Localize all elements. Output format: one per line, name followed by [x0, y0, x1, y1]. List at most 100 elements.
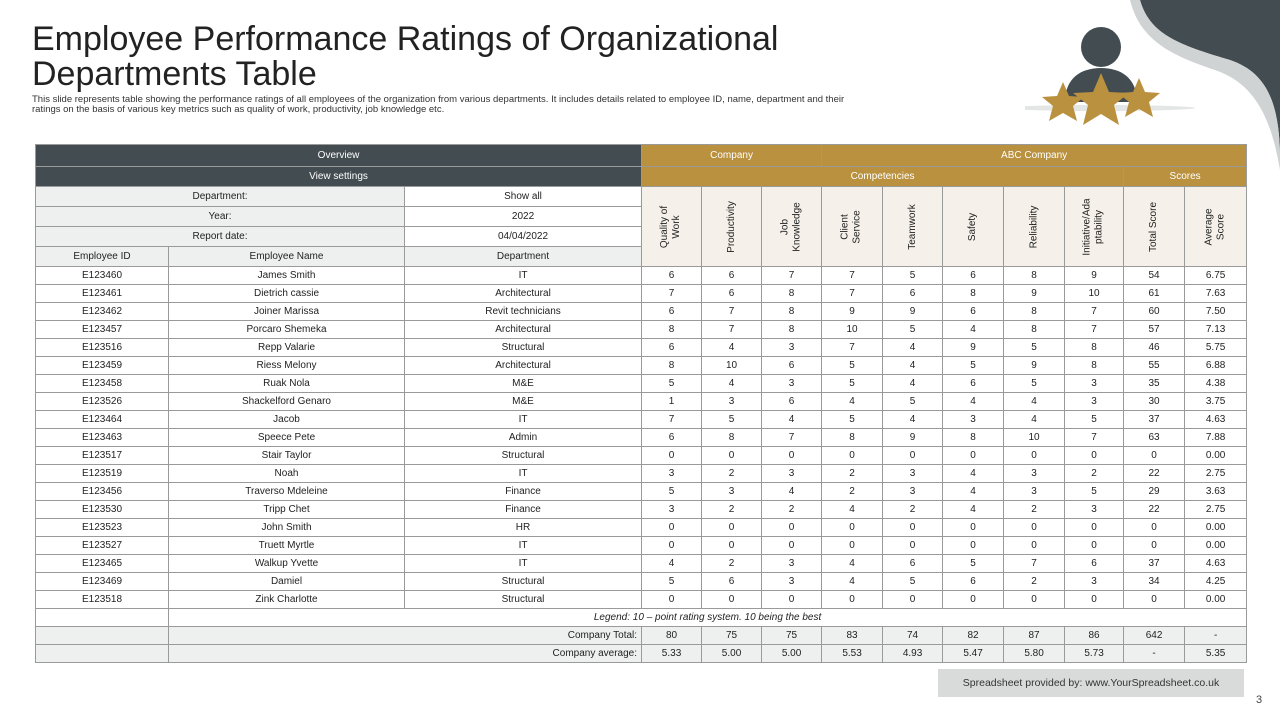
- table-cell: 6: [641, 428, 703, 447]
- footer-credit: Spreadsheet provided by: www.YourSpreads…: [938, 669, 1244, 697]
- table-cell: 4: [761, 482, 823, 501]
- table-cell: 4: [882, 374, 944, 393]
- table-cell: John Smith: [168, 518, 405, 537]
- table-cell: 8: [1003, 266, 1066, 285]
- table-cell: E123458: [35, 374, 169, 393]
- table-cell: 0: [942, 446, 1005, 465]
- table-cell: IT: [403, 410, 643, 429]
- metric-header-label: Job Knowledge: [779, 201, 803, 252]
- company-total-row-value: 642: [1123, 626, 1186, 645]
- table-cell: 4: [882, 356, 944, 375]
- table-cell: Architectural: [403, 284, 643, 303]
- table-cell: 61: [1123, 284, 1186, 303]
- table-cell: 54: [1123, 266, 1186, 285]
- table-cell: 5: [1064, 410, 1125, 429]
- table-cell: 7: [641, 410, 703, 429]
- table-cell: E123530: [35, 500, 169, 519]
- company-total-row-value: 83: [821, 626, 884, 645]
- table-cell: 2: [821, 464, 884, 483]
- table-cell: 60: [1123, 302, 1186, 321]
- table-cell: 7: [821, 266, 884, 285]
- table-cell: 6: [641, 266, 703, 285]
- metric-header: Quality of Work: [641, 186, 703, 267]
- table-cell: 8: [641, 320, 703, 339]
- metric-header: Client Service: [821, 186, 884, 267]
- year-filter-value[interactable]: 2022: [403, 206, 643, 227]
- table-cell: Ruak Nola: [168, 374, 405, 393]
- table-cell: E123518: [35, 590, 169, 609]
- table-row: E123462 Joiner Marissa Revit technicians 6 7…: [35, 302, 1248, 321]
- table-cell: 9: [821, 302, 884, 321]
- table-cell: E123526: [35, 392, 169, 411]
- table-cell: 0: [701, 518, 763, 537]
- metric-header-label: Teamwork: [906, 203, 918, 250]
- table-cell: 0: [641, 446, 703, 465]
- table-cell: 7: [1064, 428, 1125, 447]
- table-cell: 4.63: [1184, 410, 1248, 429]
- metric-header: Reliability: [1003, 186, 1066, 267]
- company-average-row-value: 5.80: [1003, 644, 1066, 663]
- table-cell: 7: [761, 266, 823, 285]
- table-cell: Speece Pete: [168, 428, 405, 447]
- table-cell: 2.75: [1184, 464, 1248, 483]
- table-row: E123516 Repp Valarie Structural 6 4 3 7 4 9 5 8 46 5…: [35, 338, 1248, 357]
- table-cell: 0: [942, 518, 1005, 537]
- table-cell: 2: [1064, 464, 1125, 483]
- table-cell: Dietrich cassie: [168, 284, 405, 303]
- table-cell: 2: [882, 500, 944, 519]
- department-filter-value[interactable]: Show all: [403, 186, 643, 207]
- company-total-row-value: -: [1184, 626, 1248, 645]
- table-cell: 6: [701, 266, 763, 285]
- table-row: E123527 Truett Myrtle IT 0 0 0 0 0 0 0 0 0 0.00: [35, 536, 1248, 555]
- table-cell: 10: [701, 356, 763, 375]
- table-cell: 5: [641, 572, 703, 591]
- table-cell: Admin: [403, 428, 643, 447]
- company-average-row-value: 5.00: [761, 644, 823, 663]
- table-cell: 5: [641, 374, 703, 393]
- table-cell: 5: [1003, 374, 1066, 393]
- table-cell: 0: [942, 536, 1005, 555]
- table-cell: E123469: [35, 572, 169, 591]
- table-cell: Shackelford Genaro: [168, 392, 405, 411]
- table-cell: E123463: [35, 428, 169, 447]
- table-cell: 0.00: [1184, 590, 1248, 609]
- table-cell: 6: [701, 572, 763, 591]
- table-row: E123461 Dietrich cassie Architectural 7 6 8 7 6…: [35, 284, 1248, 303]
- company-average-row-value: 5.35: [1184, 644, 1248, 663]
- table-cell: 6.88: [1184, 356, 1248, 375]
- table-cell: James Smith: [168, 266, 405, 285]
- table-cell: Finance: [403, 482, 643, 501]
- table-cell: Traverso Mdeleine: [168, 482, 405, 501]
- table-cell: E123523: [35, 518, 169, 537]
- table-cell: 4: [882, 338, 944, 357]
- table-cell: 9: [1003, 356, 1066, 375]
- table-cell: Structural: [403, 446, 643, 465]
- page-subtitle: This slide represents table showing the …: [32, 94, 845, 115]
- table-cell: 5: [701, 410, 763, 429]
- table-cell: 9: [1064, 266, 1125, 285]
- table-cell: 4.63: [1184, 554, 1248, 573]
- table-cell: 0: [821, 446, 884, 465]
- table-cell: 4: [821, 392, 884, 411]
- table-row: E123517 Stair Taylor Structural 0 0 0 0 0 0 0 0 0 0.…: [35, 446, 1248, 465]
- table-cell: 34: [1123, 572, 1186, 591]
- report-date-value[interactable]: 04/04/2022: [403, 226, 643, 247]
- table-cell: 8: [1003, 320, 1066, 339]
- table-cell: 7: [1064, 302, 1125, 321]
- legend-note: Legend: 10 – point rating system. 10 bei…: [167, 608, 1248, 627]
- table-cell: E123527: [35, 536, 169, 555]
- table-row: E123457 Porcaro Shemeka Architectural 8 7 8 10…: [35, 320, 1248, 339]
- table-cell: Riess Melony: [168, 356, 405, 375]
- table-cell: 8: [821, 428, 884, 447]
- table-cell: 7: [1003, 554, 1066, 573]
- table-cell: 37: [1123, 410, 1186, 429]
- table-cell: 0: [821, 518, 884, 537]
- table-cell: 3: [882, 482, 944, 501]
- table-cell: 0: [1003, 590, 1066, 609]
- table-cell: 9: [942, 338, 1005, 357]
- table-cell: 8: [942, 428, 1005, 447]
- totals-spacer: [35, 626, 169, 645]
- table-cell: 8: [701, 428, 763, 447]
- table-cell: 0: [1064, 590, 1125, 609]
- table-row: E123465 Walkup Yvette IT 4 2 3 4 6 5 7 6 37 4.63: [35, 554, 1248, 573]
